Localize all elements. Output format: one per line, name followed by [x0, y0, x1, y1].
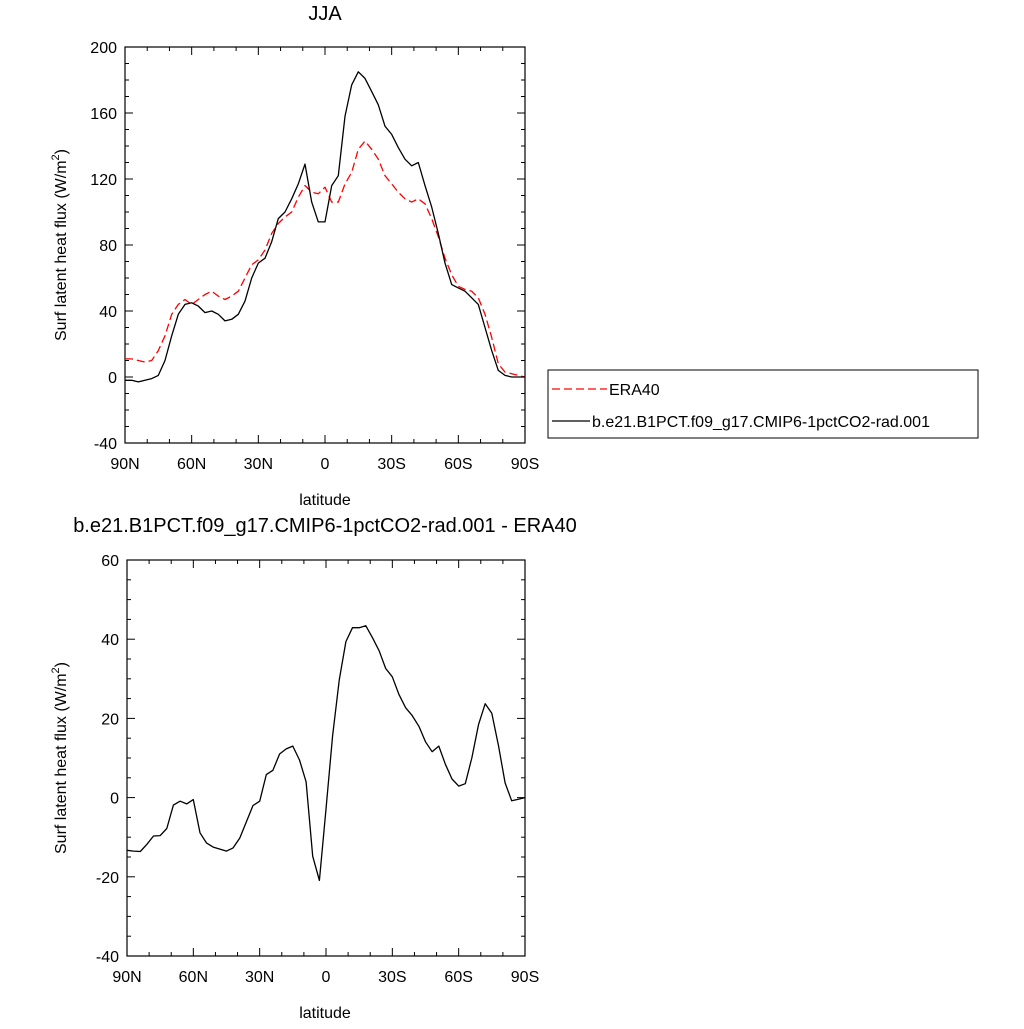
top-x-tick-label: 60N: [177, 456, 206, 473]
legend-label-model: b.e21.B1PCT.f09_g17.CMIP6-1pctCO2-rad.00…: [592, 414, 930, 431]
top-chart-y-axis-label-sup: 2: [50, 154, 62, 160]
bottom-y-tick-label: 40: [101, 632, 119, 649]
bottom-y-tick-label: 20: [101, 711, 119, 728]
top-chart-y-axis-label-end: ): [53, 149, 70, 154]
top-chart-y-axis-label-main: Surf latent heat flux (W/m: [53, 160, 70, 341]
top-y-tick-label: 0: [108, 370, 117, 387]
top-chart: JJA 90N 60N 30N 0 30S 60S 90S -40 0 40 80 120 160 200…: [50, 3, 979, 509]
bottom-x-tick-label: 90N: [112, 969, 141, 986]
top-chart-y-axis-label: Surf latent heat flux (W/m2): [50, 149, 70, 341]
bottom-series-line-0: [126, 625, 526, 882]
bottom-y-tick-label: -20: [96, 870, 119, 887]
top-y-tick-label: 120: [90, 172, 117, 189]
bottom-x-tick-label: 0: [322, 969, 331, 986]
bottom-y-tick-label: 0: [110, 791, 119, 808]
bottom-x-tick-label: 60N: [179, 969, 208, 986]
bottom-chart-x-axis-label: latitude: [299, 1005, 351, 1022]
top-series-line-0: [125, 140, 526, 378]
top-series-line-1: [125, 71, 525, 383]
top-x-tick-label: 90S: [511, 456, 539, 473]
bottom-x-tick-label: 30S: [378, 969, 406, 986]
bottom-x-tick-label: 90S: [511, 969, 539, 986]
top-y-tick-label: 160: [90, 106, 117, 123]
top-y-tick-label: 200: [90, 40, 117, 57]
legend-label-era40: ERA40: [609, 382, 660, 399]
top-x-tick-label: 0: [321, 456, 330, 473]
top-y-tick-label: 80: [99, 238, 117, 255]
bottom-plot-frame: [126, 559, 526, 957]
top-chart-x-axis-label: latitude: [299, 492, 351, 509]
top-x-tick-label: 90N: [110, 456, 139, 473]
top-x-tick-label: 30N: [244, 456, 273, 473]
bottom-chart-series: [126, 625, 526, 882]
top-chart-title: JJA: [308, 3, 342, 25]
top-x-tick-label: 60S: [444, 456, 472, 473]
bottom-y-tick-label: 60: [101, 553, 119, 570]
legend-box: [547, 369, 979, 439]
bottom-chart-y-axis-label-main: Surf latent heat flux (W/m: [53, 673, 70, 854]
bottom-chart-axes: 90N 60N 30N 0 30S 60S 90S -40 -20 0 20 40 60: [96, 553, 539, 986]
bottom-chart-y-axis-label-end: ): [53, 662, 70, 667]
bottom-x-tick-label: 60S: [444, 969, 472, 986]
top-y-tick-label: 40: [99, 304, 117, 321]
top-y-tick-label: -40: [94, 436, 117, 453]
top-x-tick-label: 30S: [377, 456, 405, 473]
top-chart-axes: 90N 60N 30N 0 30S 60S 90S -40 0 40 80 120 160 200: [90, 40, 539, 473]
bottom-chart-y-axis-label: Surf latent heat flux (W/m2): [50, 662, 70, 854]
top-plot-frame: [124, 46, 526, 444]
top-chart-series: [125, 71, 526, 383]
bottom-chart-y-axis-label-sup: 2: [50, 667, 62, 673]
top-chart-legend: ERA40 b.e21.B1PCT.f09_g17.CMIP6-1pctCO2-…: [547, 369, 979, 439]
bottom-x-tick-label: 30N: [245, 969, 274, 986]
bottom-chart: b.e21.B1PCT.f09_g17.CMIP6-1pctCO2-rad.00…: [50, 515, 577, 1022]
bottom-y-tick-label: -40: [96, 949, 119, 966]
bottom-chart-title: b.e21.B1PCT.f09_g17.CMIP6-1pctCO2-rad.00…: [73, 515, 577, 537]
